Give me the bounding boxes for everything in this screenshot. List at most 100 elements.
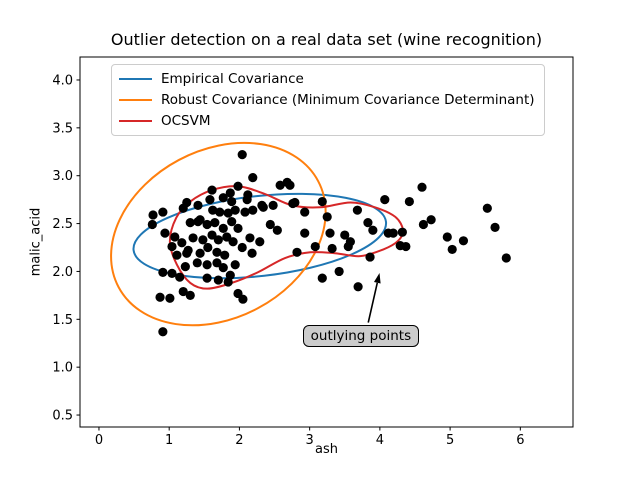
x-axis-label: ash [315,442,338,457]
scatter-point [220,250,230,260]
scatter-point [158,207,168,217]
scatter-point [182,248,192,258]
y-axis-label: malic_acid [28,207,44,277]
scatter-point [388,228,398,238]
legend-item-ocsvm: OCSVM [119,110,536,131]
scatter-point [167,241,177,252]
scatter-point [215,207,225,217]
scatter-point [202,273,212,283]
scatter-point [212,258,222,268]
scatter-point [148,210,158,220]
legend-label: Empirical Covariance [161,70,304,87]
scatter-point [198,235,208,245]
scatter-point [212,247,222,257]
scatter-point [327,243,337,254]
x-tick-label: 1 [165,433,173,448]
scatter-point [202,260,212,270]
scatter-point [222,232,232,242]
scatter-point [147,219,157,230]
axis-ticks: 0 1 2 3 4 5 6 0.5 1.0 1.5 2.0 2.5 3.0 3.5 4.0 [52,73,524,448]
scatter-point [458,236,469,246]
x-tick-label: 5 [446,433,454,448]
scatter-point [482,203,492,213]
scatter-point [155,292,165,302]
scatter-point [230,260,240,270]
scatter-point [193,200,203,210]
scatter-point [288,198,298,209]
scatter-point [237,150,247,160]
scatter-point [255,237,265,247]
scatter-point [404,196,414,207]
scatter-point [397,227,407,237]
scatter-point [340,230,350,240]
scatter-point [285,180,295,190]
scatter-point [248,205,258,215]
y-tick-label: 2.0 [52,265,73,280]
scatter-point [380,195,390,205]
scatter-point [418,219,429,230]
scatter-point [188,233,198,243]
scatter-point [160,228,170,238]
scatter-point [368,225,378,235]
scatter-point [185,290,195,300]
scatter-point [158,327,168,337]
axes-frame [79,56,574,428]
scatter-point [193,217,203,227]
x-tick-label: 0 [95,433,103,448]
y-tick-label: 2.5 [52,217,73,232]
scatter-point [172,250,182,260]
scatter-point [343,241,353,252]
scatter-point [195,248,205,258]
scatter-point [233,181,243,191]
scatter-point [363,218,373,228]
scatter-point [401,241,411,252]
scatter-point [202,219,212,230]
legend-line-sample-red [119,119,152,122]
y-tick-label: 3.5 [52,121,73,136]
x-tick-label: 2 [235,433,243,448]
scatter-point [275,180,285,190]
scatter-point [300,207,310,217]
legend-label: Robust Covariance (Minimum Covariance De… [161,91,535,108]
scatter-point [322,212,332,222]
decision-boundaries [110,141,405,327]
scatter-point [237,242,247,253]
scatter-point [185,218,195,228]
x-tick-label: 6 [516,433,524,448]
scatter-point [227,217,237,227]
scatter-point [247,248,257,258]
legend: Empirical Covariance Robust Covariance (… [111,64,545,136]
annotation-outlying-points: outlying points [302,325,420,348]
legend-item-empirical-covariance: Empirical Covariance [119,68,536,89]
x-tick-label: 4 [376,433,384,448]
scatter-point [248,173,258,183]
scatter-point [218,263,228,273]
scatter-point [310,241,320,252]
y-tick-label: 1.0 [52,361,73,376]
scatter-point [227,196,237,207]
scatter-point [158,267,168,277]
chart-title: Outlier detection on a real data set (wi… [110,30,543,49]
scatter-point [292,247,302,257]
robust-covariance-minimum-covariance-determinant-ellipse [110,141,327,327]
scatter-point [417,182,427,192]
scatter-point [501,253,511,263]
scatter-point [245,233,255,243]
scatter-point [228,237,238,247]
scatter-point [353,282,363,292]
scatter-point [230,205,240,215]
scatter-point [207,185,217,195]
scatter-point [225,270,235,280]
scatter-point [442,232,452,242]
scatter-point [175,272,185,282]
scatter-point [218,223,228,233]
scatter-point [300,228,310,238]
scatter-point [426,215,436,225]
x-tick-label: 3 [306,433,314,448]
scatter-points [147,150,511,337]
y-tick-label: 1.5 [52,313,73,328]
legend-line-sample-orange [119,98,152,101]
scatter-point [165,293,175,303]
